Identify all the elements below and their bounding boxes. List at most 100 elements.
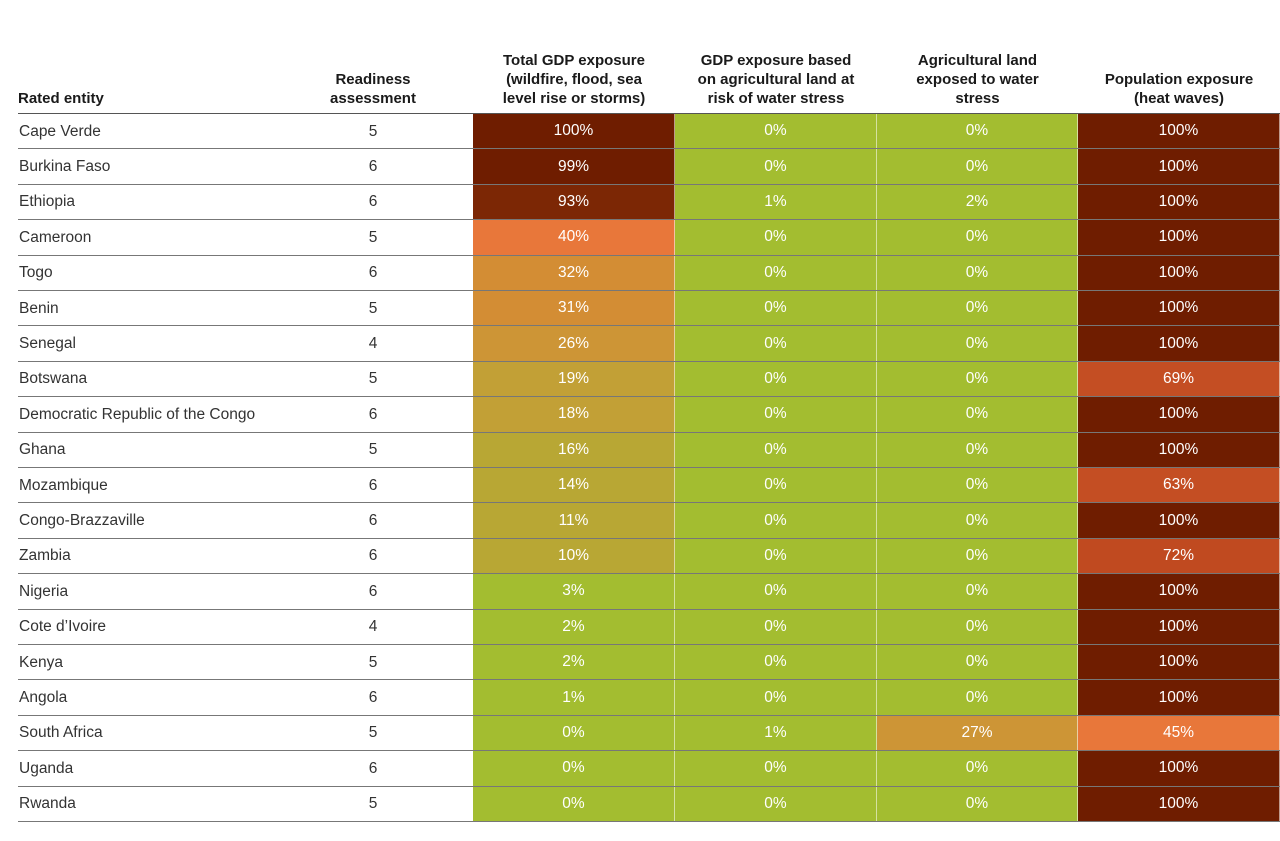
entity-name: Botswana [19,370,88,388]
table-row: Togo 6 32% 0% 0% 100% [18,255,1280,291]
heat-cell-total-gdp: 2% [473,609,675,645]
table-row: Democratic Republic of the Congo 6 18% 0% 0%… [18,397,1280,433]
readiness-value: 5 [368,122,378,140]
row-divider [18,396,1280,398]
heat-cell-gdp-agri: 0% [675,574,877,610]
heat-cell-agri-land: 0% [877,680,1078,716]
entity-name: Togo [19,264,53,282]
column-header-line: Agricultural land [917,52,1038,69]
row-divider [18,254,1280,256]
row-divider [18,360,1280,362]
column-header-2: Total GDP exposure (wildfire, flood, sea l… [473,40,675,114]
row-divider [18,785,1280,787]
entity-name: Congo-Brazzaville [19,512,145,530]
heat-cell-total-gdp: 100% [473,114,675,150]
heat-cell-gdp-agri: 0% [675,149,877,185]
column-header-4: Agricultural land exposed to water stress [877,40,1078,114]
heat-cell-total-gdp: 16% [473,432,675,468]
heat-cell-population: 100% [1078,680,1280,716]
heat-cell-agri-land: 0% [877,291,1078,327]
entity-name: Mozambique [19,476,108,494]
table-row: Cameroon 5 40% 0% 0% 100% [18,220,1280,256]
column-header-1: Readiness assessment [273,40,473,114]
entity-name: Angola [19,689,68,707]
heat-cell-population: 100% [1078,255,1280,291]
heat-cell-agri-land: 0% [877,397,1078,433]
column-header-line: Total GDP exposure [503,52,645,69]
heat-cell-agri-land: 2% [877,184,1078,221]
heat-cell-population: 45% [1078,715,1280,752]
readiness-value: 6 [368,547,378,565]
readiness-value: 5 [368,228,378,246]
column-header-line: (wildfire, flood, sea [506,71,642,88]
heat-cell-agri-land: 0% [877,574,1078,610]
table-row: Ethiopia 6 93% 1% 2% 100% [18,184,1280,221]
readiness-value: 6 [368,512,378,530]
heat-cell-agri-land: 0% [877,255,1078,291]
row-divider [18,643,1280,645]
heat-cell-agri-land: 27% [877,715,1078,752]
header-rule [18,113,1280,114]
row-divider [18,289,1280,291]
heat-cell-gdp-agri: 0% [675,432,877,468]
column-header-line: stress [955,90,1000,107]
column-header-3: GDP exposure based on agricultural land a… [675,40,877,114]
heat-cell-agri-land: 0% [877,468,1078,504]
heat-cell-gdp-agri: 0% [675,397,877,433]
heat-cell-total-gdp: 93% [473,184,675,221]
readiness-value: 5 [368,724,378,742]
heat-cell-gdp-agri: 0% [675,255,877,291]
heat-cell-population: 100% [1078,114,1280,150]
heat-cell-gdp-agri: 0% [675,645,877,681]
heat-cell-gdp-agri: 0% [675,468,877,504]
table-row: Ghana 5 16% 0% 0% 100% [18,432,1280,468]
readiness-value: 6 [368,193,378,211]
heat-cell-gdp-agri: 0% [675,680,877,716]
heat-cell-total-gdp: 0% [473,786,675,822]
readiness-value: 6 [368,689,378,707]
heat-cell-population: 100% [1078,326,1280,362]
column-header-line: GDP exposure based [700,52,852,69]
heat-cell-population: 100% [1078,574,1280,610]
heat-cell-population: 69% [1078,361,1280,398]
readiness-value: 5 [368,299,378,317]
readiness-value: 5 [368,653,378,671]
row-divider [18,573,1280,575]
heat-cell-population: 100% [1078,786,1280,822]
heat-cell-total-gdp: 0% [473,715,675,752]
entity-name: Rwanda [19,795,76,813]
table-row: Cape Verde 5 100% 0% 0% 100% [18,114,1280,150]
row-divider [18,750,1280,752]
entity-name: Nigeria [19,582,69,600]
heat-cell-gdp-agri: 0% [675,538,877,575]
heat-cell-population: 100% [1078,432,1280,468]
column-header-0: Rated entity [18,40,273,114]
heat-cell-population: 100% [1078,503,1280,539]
heat-cell-total-gdp: 3% [473,574,675,610]
heat-cell-population: 100% [1078,184,1280,221]
readiness-value: 6 [368,759,378,777]
heat-cell-agri-land: 0% [877,609,1078,645]
heat-cell-agri-land: 0% [877,114,1078,150]
table-row: South Africa 5 0% 1% 27% 45% [18,715,1280,752]
column-header-5: Population exposure (heat waves) [1078,40,1280,114]
heat-cell-agri-land: 0% [877,786,1078,822]
heat-cell-gdp-agri: 0% [675,503,877,539]
heat-cell-total-gdp: 18% [473,397,675,433]
readiness-value: 4 [368,335,378,353]
table-row: Senegal 4 26% 0% 0% 100% [18,326,1280,362]
column-header-line: Population exposure [1104,71,1254,88]
table-row: Mozambique 6 14% 0% 0% 63% [18,468,1280,504]
entity-name: Benin [19,299,59,317]
row-divider [18,148,1280,150]
readiness-value: 6 [368,582,378,600]
column-header-line: on agricultural land at [697,71,855,88]
heat-cell-total-gdp: 26% [473,326,675,362]
readiness-value: 6 [368,264,378,282]
row-divider [18,183,1280,185]
heat-cell-total-gdp: 19% [473,361,675,398]
heat-cell-total-gdp: 99% [473,149,675,185]
heat-cell-total-gdp: 14% [473,468,675,504]
heat-cell-gdp-agri: 0% [675,361,877,398]
readiness-value: 6 [368,405,378,423]
